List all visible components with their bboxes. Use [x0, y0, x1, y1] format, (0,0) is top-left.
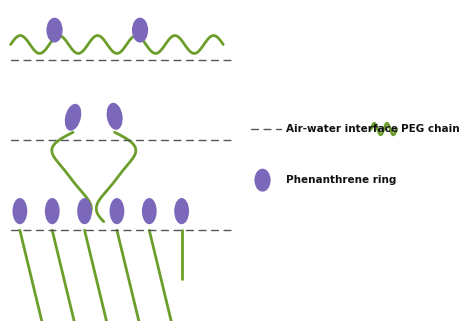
Ellipse shape — [12, 198, 27, 224]
Ellipse shape — [77, 198, 92, 224]
Ellipse shape — [45, 198, 60, 224]
Ellipse shape — [107, 103, 123, 130]
Ellipse shape — [255, 169, 271, 192]
Text: PEG chain: PEG chain — [401, 124, 460, 134]
Ellipse shape — [65, 104, 81, 131]
Ellipse shape — [46, 18, 63, 43]
Ellipse shape — [142, 198, 157, 224]
Text: Air-water interface: Air-water interface — [286, 124, 398, 134]
Ellipse shape — [132, 18, 148, 43]
Ellipse shape — [109, 198, 124, 224]
Ellipse shape — [174, 198, 189, 224]
Text: Phenanthrene ring: Phenanthrene ring — [286, 175, 396, 185]
